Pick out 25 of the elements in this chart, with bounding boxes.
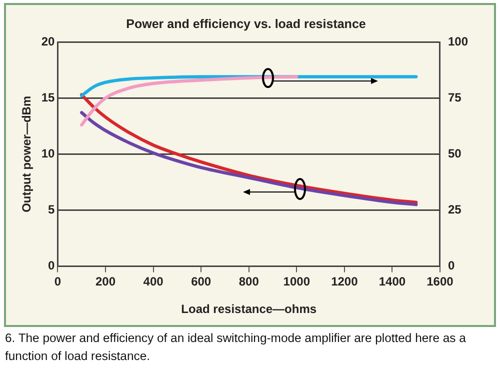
- y-tick-label: 20: [41, 34, 56, 48]
- x-tick-label: 200: [96, 274, 116, 289]
- text: 6. The power and efficiency of an ideal switching-mode amplifier are plotted here as a function of load resistance.: [5, 330, 467, 365]
- x-axis-title: Load resistance—ohms: [181, 302, 317, 316]
- chart-title: Power and efficiency vs. load resistance: [126, 16, 366, 31]
- y2-tick-label: 75: [448, 90, 462, 104]
- x-tick-label: 1600: [426, 274, 454, 289]
- y-tick-label: 0: [48, 258, 56, 273]
- x-tick-label: 1400: [378, 274, 406, 289]
- y-tick-label: 5: [48, 202, 56, 216]
- x-tick-label: 1200: [331, 274, 358, 289]
- line-series: [80, 111, 418, 206]
- x-tick-label: 1000: [283, 274, 310, 289]
- x-tick-label: 400: [143, 274, 164, 289]
- x-tick-label: 800: [238, 274, 260, 289]
- y2-tick-label: 50: [448, 146, 462, 160]
- y2-tick-label: 25: [448, 202, 462, 216]
- y-axis-title: Output power—dBm: [20, 96, 34, 212]
- line-series: [80, 75, 298, 127]
- y2-tick-label: 100: [448, 34, 468, 48]
- y-tick-label: 15: [41, 90, 56, 104]
- x-tick-label: 600: [191, 274, 212, 289]
- y2-tick-label: 0: [448, 258, 455, 273]
- y-tick-label: 10: [41, 146, 56, 160]
- line-series: [80, 93, 418, 204]
